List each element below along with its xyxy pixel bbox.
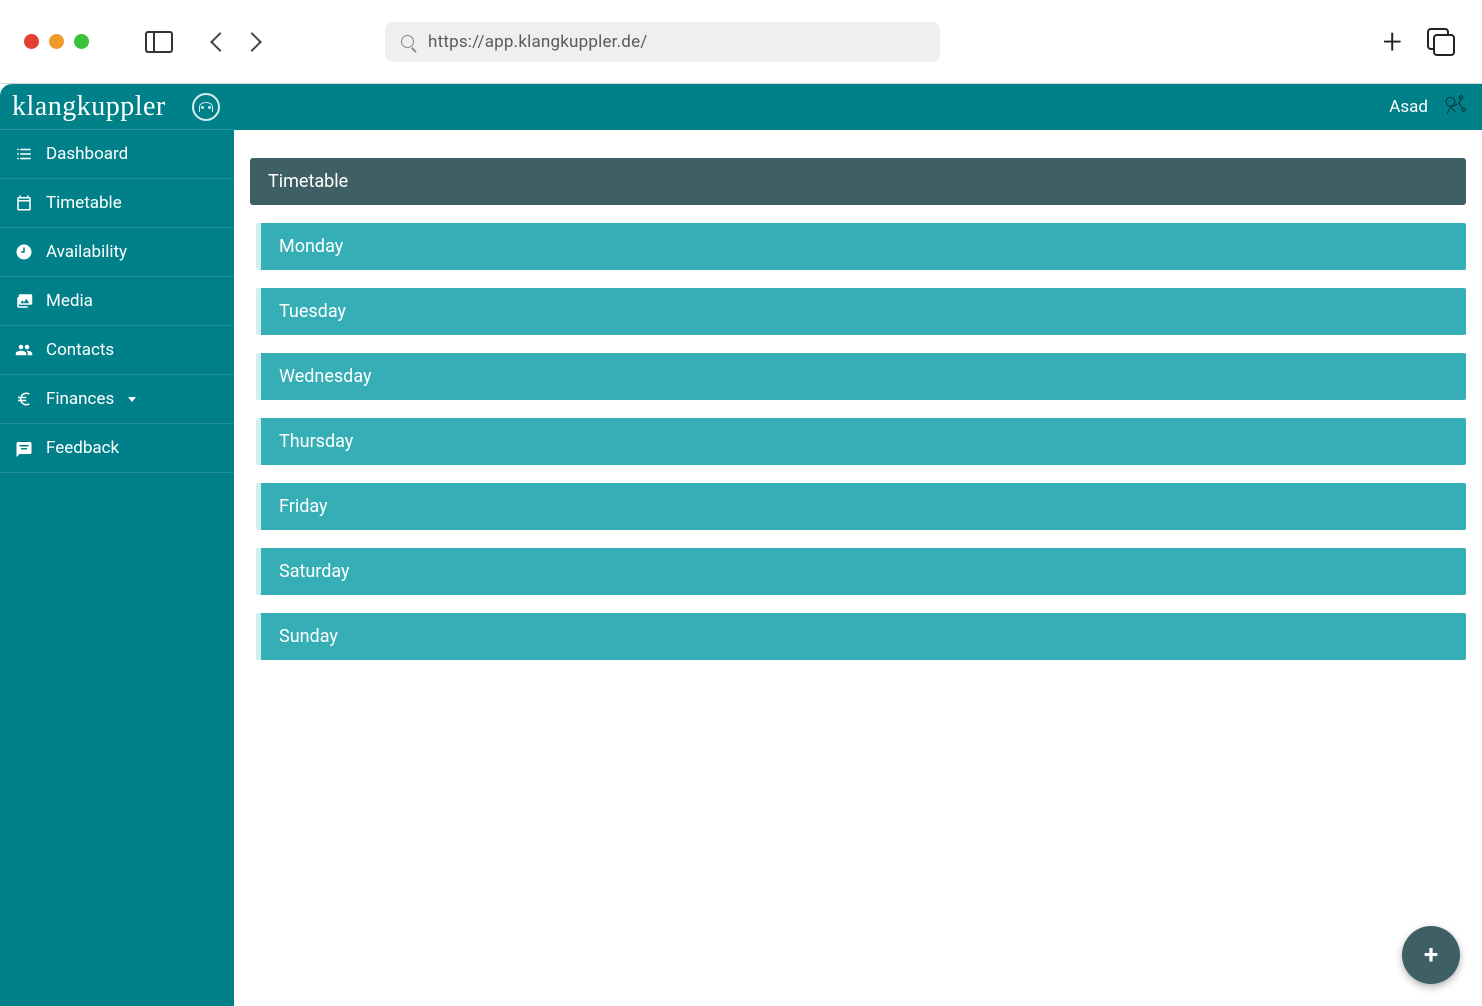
new-tab-button[interactable]: + [1383, 25, 1402, 59]
sidebar-item-label: Contacts [46, 340, 114, 360]
brand-logo: klangkuppler [12, 91, 166, 123]
sidebar: klangkuppler Dashboard Timetable A [0, 84, 234, 1006]
sidebar-item-dashboard[interactable]: Dashboard [0, 130, 234, 179]
app: klangkuppler Dashboard Timetable A [0, 84, 1482, 1006]
day-row-thursday[interactable]: Thursday [256, 418, 1466, 465]
sidebar-item-timetable[interactable]: Timetable [0, 179, 234, 228]
list-check-icon [14, 145, 34, 163]
search-icon [401, 35, 414, 48]
sidebar-item-label: Timetable [46, 193, 122, 213]
day-row-sunday[interactable]: Sunday [256, 613, 1466, 660]
back-button[interactable] [210, 32, 230, 52]
day-label: Wednesday [279, 366, 372, 387]
tabs-overview-button[interactable] [1430, 31, 1452, 53]
add-button[interactable]: + [1402, 926, 1460, 984]
day-row-friday[interactable]: Friday [256, 483, 1466, 530]
url-bar[interactable]: https://app.klangkuppler.de/ [385, 22, 940, 62]
day-row-saturday[interactable]: Saturday [256, 548, 1466, 595]
sidebar-item-label: Media [46, 291, 93, 311]
window-close-button[interactable] [24, 34, 39, 49]
main: Asad Timetable Monday Tuesday W [234, 84, 1482, 1006]
sidebar-toggle-icon[interactable] [145, 31, 173, 53]
window-minimize-button[interactable] [49, 34, 64, 49]
day-label: Tuesday [279, 301, 346, 322]
day-row-monday[interactable]: Monday [256, 223, 1466, 270]
euro-icon [14, 390, 34, 408]
calendar-icon [14, 194, 34, 212]
day-label: Sunday [279, 626, 338, 647]
sidebar-item-finances[interactable]: Finances [0, 375, 234, 424]
sidebar-item-feedback[interactable]: Feedback [0, 424, 234, 473]
user-avatar-icon[interactable] [1440, 93, 1468, 121]
browser-nav-arrows [213, 35, 259, 49]
day-label: Saturday [279, 561, 350, 582]
day-label: Thursday [279, 431, 353, 452]
forward-button[interactable] [242, 32, 262, 52]
chevron-down-icon [128, 397, 136, 402]
sidebar-item-label: Availability [46, 242, 127, 262]
clock-icon [14, 243, 34, 261]
day-row-tuesday[interactable]: Tuesday [256, 288, 1466, 335]
browser-chrome: https://app.klangkuppler.de/ + [0, 0, 1482, 84]
message-icon [14, 439, 34, 457]
sidebar-item-availability[interactable]: Availability [0, 228, 234, 277]
sidebar-item-label: Finances [46, 389, 114, 409]
panel-title: Timetable [250, 158, 1466, 205]
window-maximize-button[interactable] [74, 34, 89, 49]
window-controls [24, 34, 89, 49]
topbar: Asad [234, 84, 1482, 130]
sidebar-item-label: Feedback [46, 438, 119, 458]
url-text: https://app.klangkuppler.de/ [428, 32, 648, 52]
day-label: Monday [279, 236, 343, 257]
browser-right-controls: + [1383, 25, 1452, 59]
brand-icon [192, 93, 220, 121]
sidebar-header: klangkuppler [0, 84, 234, 130]
users-icon [14, 341, 34, 359]
content: Timetable Monday Tuesday Wednesday Thurs… [234, 130, 1482, 694]
user-name[interactable]: Asad [1389, 97, 1428, 117]
sidebar-item-contacts[interactable]: Contacts [0, 326, 234, 375]
sidebar-nav: Dashboard Timetable Availability Media [0, 130, 234, 473]
images-icon [14, 292, 34, 310]
sidebar-item-label: Dashboard [46, 144, 128, 164]
plus-icon: + [1424, 940, 1438, 970]
day-label: Friday [279, 496, 328, 517]
sidebar-item-media[interactable]: Media [0, 277, 234, 326]
day-row-wednesday[interactable]: Wednesday [256, 353, 1466, 400]
